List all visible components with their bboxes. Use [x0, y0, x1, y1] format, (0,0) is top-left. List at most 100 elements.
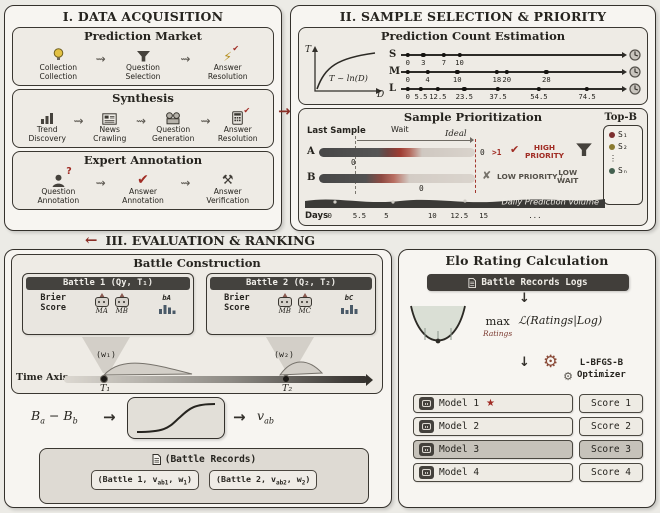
- day-tick-label: 0: [327, 211, 332, 220]
- step-label: Question Generation: [152, 125, 195, 143]
- prediction-market-steps: Collection Collection ⇝ Question Selecti…: [13, 43, 273, 85]
- step-trend-discovery: Trend Discovery: [24, 108, 70, 143]
- flow-arrow-right-icon: →: [278, 102, 291, 120]
- bar-chart-icon: [39, 108, 55, 125]
- timeline-tick-dot: [421, 52, 426, 57]
- synthesis-steps: Trend Discovery ⇝ News Crawling ⇝ Questi…: [13, 105, 273, 147]
- days-ticks: 0 5.5 5 10 12.5 15...: [327, 211, 597, 221]
- model-label: Model 3: [439, 444, 480, 455]
- timeline-tick-dot: [435, 86, 441, 91]
- daily-volume-band: Daily Prediction Volume: [305, 196, 605, 208]
- timeline-tick-label: 20: [502, 74, 512, 84]
- t1-dot: [100, 375, 108, 383]
- timeline-label: M: [389, 66, 401, 77]
- timeline-tick-label: 0: [405, 91, 410, 101]
- timeline-tick-label: 74.5: [578, 91, 596, 101]
- step-label: Answer Resolution: [217, 125, 258, 143]
- row-b-zero: 0: [419, 184, 424, 193]
- squiggle-arrow-icon: ⇝: [73, 113, 84, 128]
- robot-face: [422, 423, 431, 430]
- step-label: Collection Collection: [39, 63, 78, 81]
- slot-dot-icon: [609, 167, 615, 174]
- hat-icon: [118, 292, 125, 298]
- battle-card-2: Battle 2 (Q₂, T₂) Brier Score MB MC: [206, 273, 376, 335]
- document-icon: [152, 454, 161, 465]
- plot-formula: T ~ ln(D): [329, 73, 368, 83]
- brier-score-label: Brier Score: [40, 292, 66, 313]
- step-label: Question Annotation: [37, 187, 80, 205]
- step-answer-annotation: ✔ Answer Annotation: [116, 170, 170, 205]
- ln-curve-plot: T D T ~ ln(D): [305, 45, 385, 103]
- score-cell: Score 3: [579, 440, 643, 459]
- priority-funnel-icon: [575, 140, 593, 164]
- topb-slot: S₂: [606, 142, 628, 151]
- model-figure: MB: [277, 292, 292, 315]
- projector-icon: [165, 108, 181, 125]
- step-answer-verification: ⚒ Answer Verification: [201, 170, 255, 205]
- hist-label: bA: [162, 292, 171, 302]
- wait-label: Wait: [391, 125, 409, 134]
- day-tick-label: 12.5: [450, 211, 469, 220]
- prediction-market-box: Prediction Market Collection Collection …: [12, 27, 274, 86]
- check-icon: ✔: [232, 44, 240, 53]
- sample-prioritization-box: Sample Prioritization Top-B S₁ S₂ ⋮ Sₙ Last…: [298, 108, 648, 226]
- battle-records-logs-pill: Battle Records Logs: [427, 274, 629, 291]
- wait-arrow: [357, 137, 474, 144]
- score-cell: Score 2: [579, 417, 643, 436]
- evaluation-title: III. EVALUATION & RANKING: [105, 233, 316, 248]
- robot-icon: [419, 397, 434, 410]
- row-b-label: B: [307, 172, 316, 183]
- timeline-tick-dot: [544, 69, 549, 74]
- t2-dot: [282, 375, 290, 383]
- ideal-label: Ideal: [445, 129, 467, 139]
- model-figure: MC: [297, 292, 312, 315]
- t2-label: T₂: [282, 383, 293, 394]
- battle2-models: MB MC: [277, 292, 312, 315]
- topb-slot: S₁: [606, 130, 628, 139]
- timeline-label: L: [389, 83, 397, 94]
- synthesis-box: Synthesis Trend Discovery ⇝ News Crawlin…: [12, 89, 274, 148]
- model-figure: MA: [94, 292, 109, 315]
- hist-label: bC: [344, 292, 354, 302]
- day-tick-label: 15: [479, 211, 489, 220]
- flow-arrow-left-icon: ←: [84, 231, 98, 249]
- gavel-glyph: ⚒: [221, 173, 234, 188]
- day-tick-label: 5.5: [352, 211, 367, 220]
- max-label: max: [485, 314, 510, 328]
- ideal-dashline: [475, 139, 476, 193]
- timeline-tick-label: 5.5: [414, 91, 428, 101]
- w1-label: (w₁): [96, 349, 116, 359]
- day-tick-label: ...: [528, 211, 542, 220]
- squiggle-arrow-icon: ⇝: [180, 175, 191, 190]
- score-cell: Score 1: [579, 394, 643, 413]
- step-question-annotation: ? Question Annotation: [31, 166, 85, 205]
- model-cell: Model 3: [413, 440, 573, 459]
- panel-sample-selection: II. SAMPLE SELECTION & PRIORITY Predicti…: [290, 5, 656, 231]
- synthesis-title: Synthesis: [112, 91, 174, 105]
- row-a-mid-zero: 0: [480, 148, 485, 157]
- timeline-tick-label: 7: [441, 57, 447, 67]
- model-caption: MB: [115, 306, 128, 315]
- elo-table-row: Model 4 Score 4: [413, 463, 643, 482]
- step-label: Trend Discovery: [28, 125, 66, 143]
- brier-histogram: bC: [340, 293, 358, 315]
- newspaper-icon: [102, 108, 117, 125]
- model-label: Model 4: [439, 467, 480, 478]
- flow-arrow-down-icon: ↓: [519, 355, 530, 370]
- panel-data-acquisition: I. DATA ACQUISITION Prediction Market Co…: [4, 5, 282, 231]
- question-mark-icon: ?: [66, 166, 72, 177]
- timeline-tick-dot: [405, 52, 410, 57]
- squiggle-arrow-icon: ⇝: [135, 113, 146, 128]
- low-cross-icon: ✘: [482, 169, 492, 182]
- high-priority-label: HIGH PRIORITY: [525, 143, 564, 161]
- slot-label: Sₙ: [618, 166, 628, 175]
- timeline-tick-dot: [418, 86, 424, 91]
- timeline-tick-dot: [495, 86, 501, 91]
- elo-table-row: Model 1 ★ Score 1: [413, 394, 643, 413]
- step-news-crawling: News Crawling: [87, 108, 133, 143]
- robot-icon: [297, 296, 312, 307]
- score-cell: Score 4: [579, 463, 643, 482]
- timeline-line: 0 5.5 12.5 23.5 37.5 54.5 74.5: [401, 83, 627, 101]
- time-axis-label: Time Axis: [16, 372, 69, 383]
- timelines: S 0 3 7 10 M 0 4 10 18 20 28 L 0 5.5 12.5 23.5 37.5 5…: [389, 45, 641, 103]
